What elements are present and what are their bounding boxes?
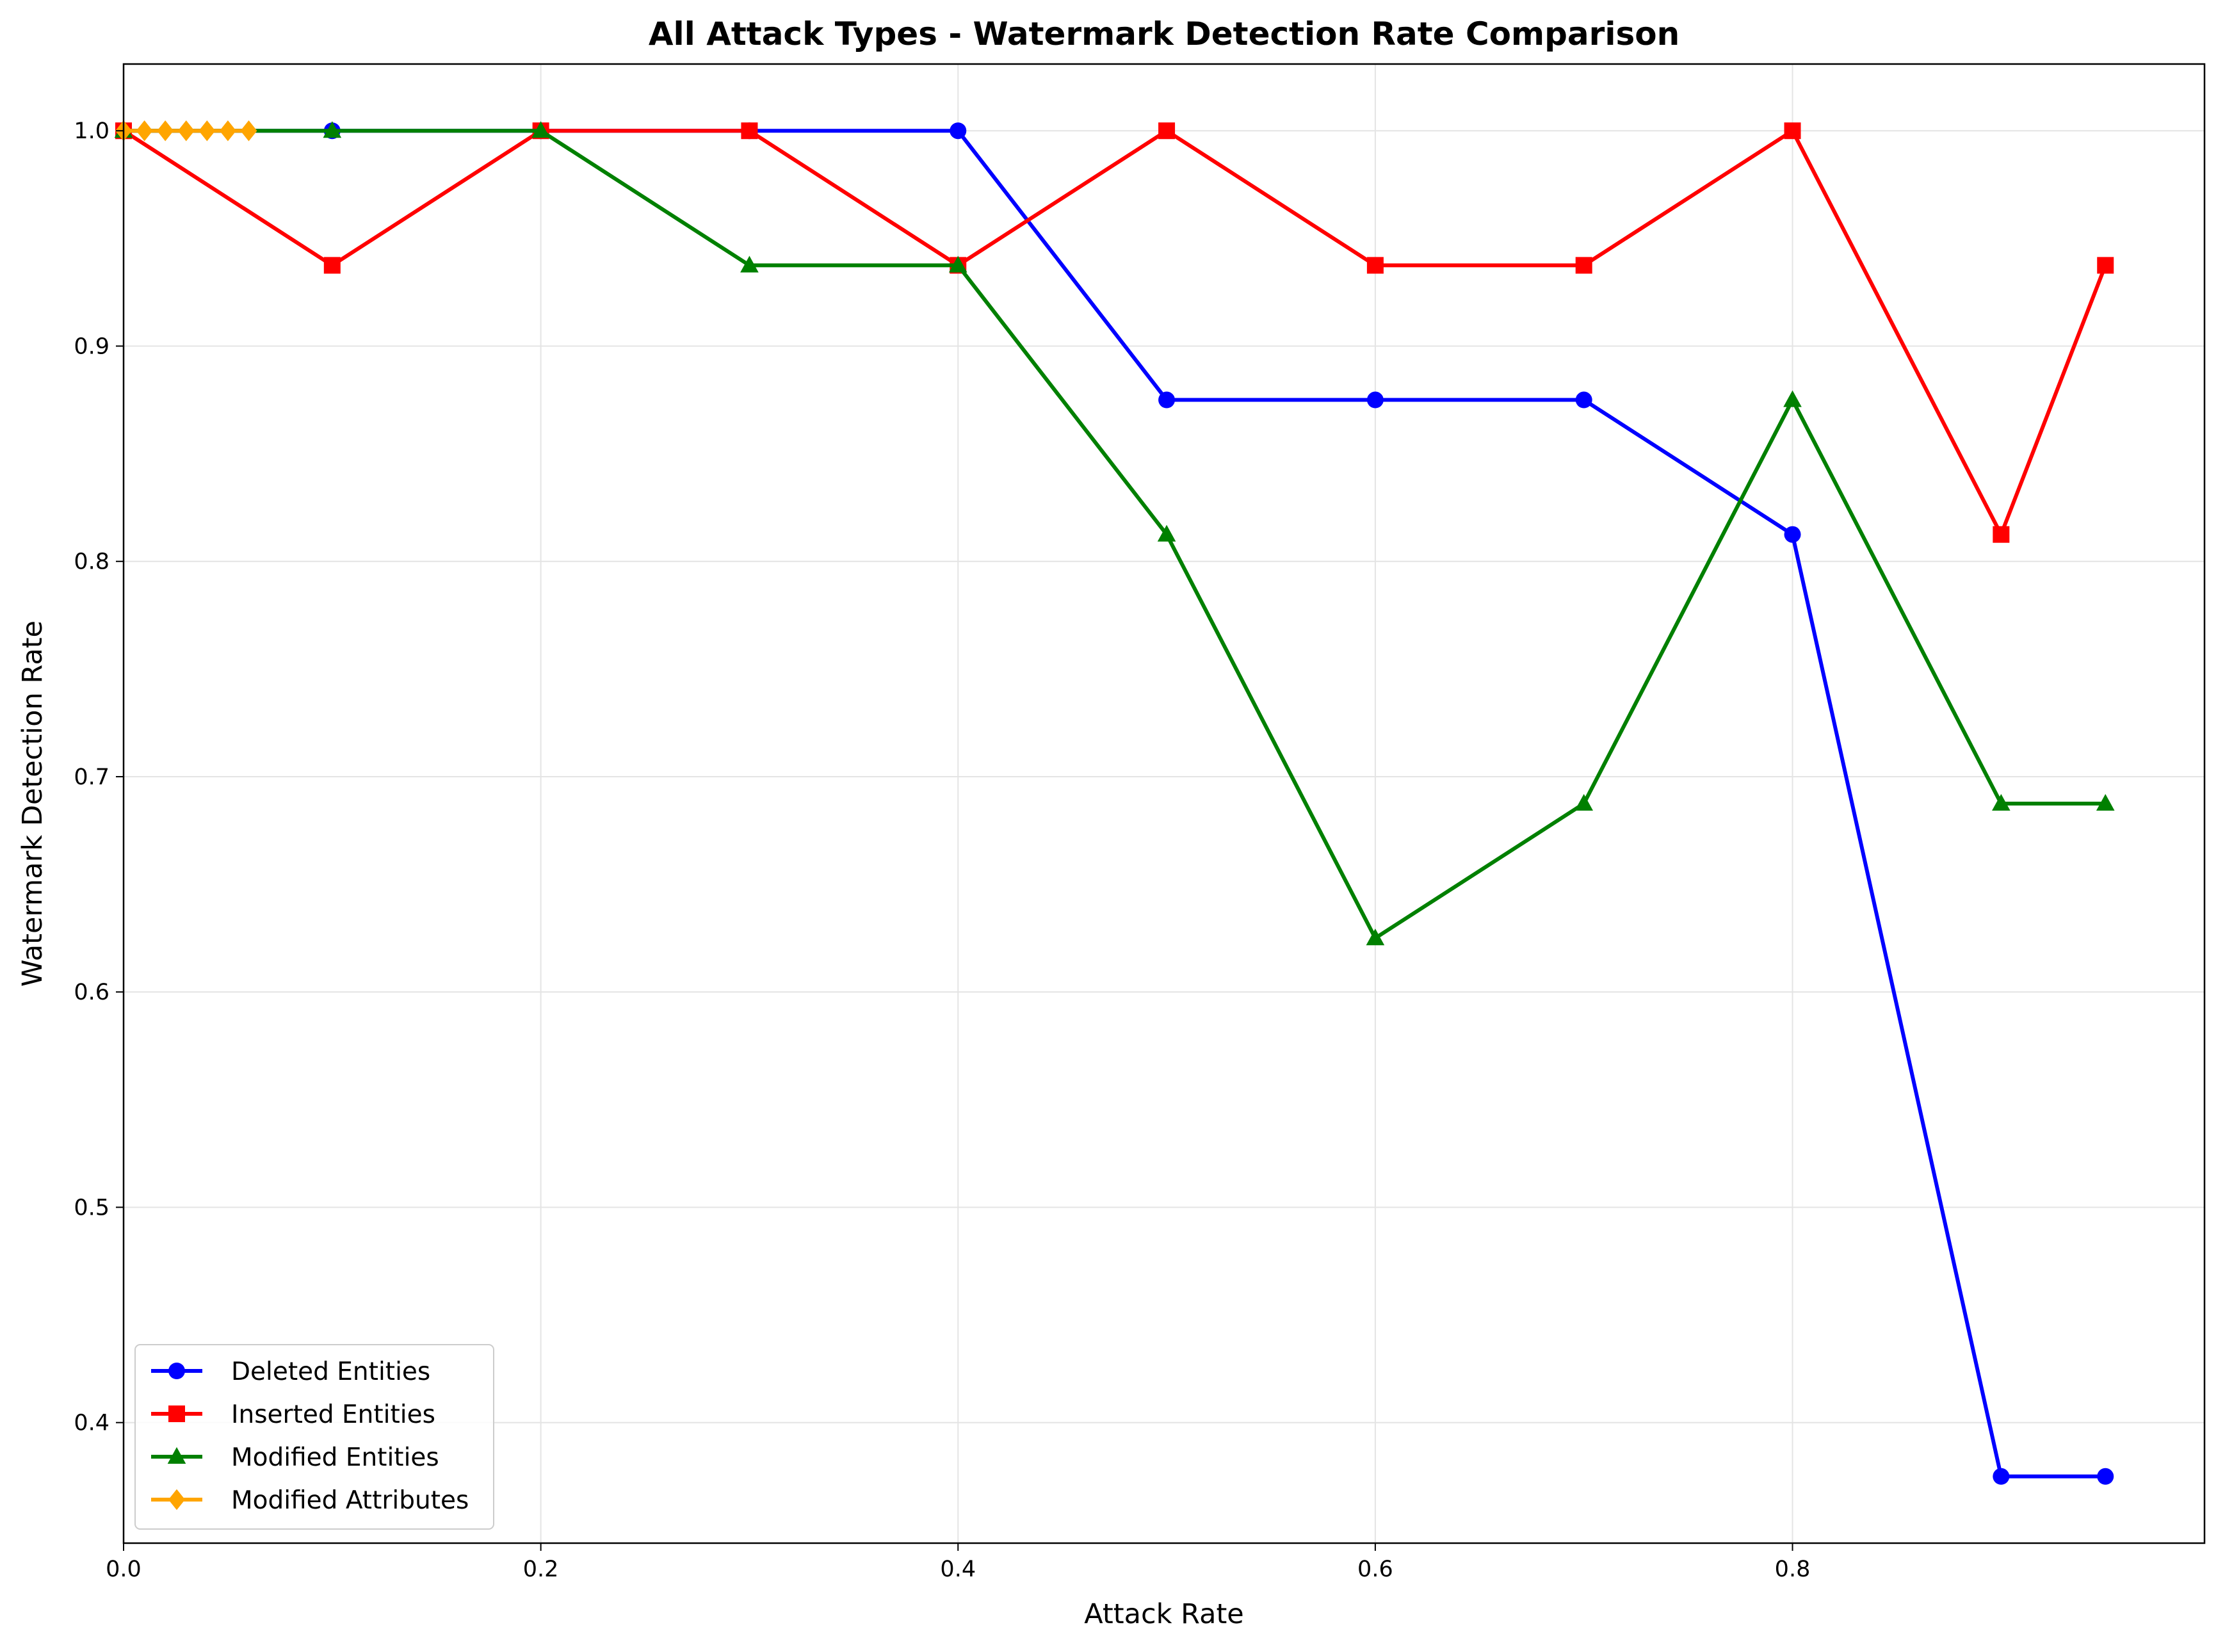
y-tick-label: 0.7 [74,765,109,790]
data-point [1575,257,1592,274]
legend: Deleted Entities Inserted Entities Modifie… [134,1344,494,1530]
data-point [1784,122,1801,140]
axis-ticks: 0.0 0.2 0.4 0.6 0.8 0.4 0.5 0.6 0.7 0.8 0.9 1.0 [74,118,1810,1582]
x-tick-label: 0.6 [1357,1557,1393,1582]
legend-label: Deleted Entities [231,1357,430,1386]
legend-marker [168,1363,185,1379]
data-point [198,120,216,142]
series-2 [114,121,2115,946]
data-point [2097,1468,2114,1485]
data-point [740,255,759,273]
chart-title: All Attack Types - Watermark Detection R… [649,15,1679,53]
series-1 [115,122,2114,543]
data-point [1784,526,1801,543]
y-tick-label: 0.4 [74,1411,109,1436]
data-point [741,122,758,140]
legend-label: Inserted Entities [231,1400,435,1429]
y-tick-label: 0.9 [74,334,109,359]
data-point [157,120,174,142]
data-point [2097,257,2114,274]
data-point [219,120,236,142]
data-point [950,122,967,140]
data-point [1574,794,1594,811]
series-layer [114,120,2115,1485]
x-axis-label: Attack Rate [1084,1598,1244,1630]
y-axis-label: Watermark Detection Rate [17,620,49,987]
x-tick-label: 0.4 [940,1557,976,1582]
series-line [124,129,2106,1478]
data-point [1366,257,1384,274]
data-point [1158,122,1176,140]
legend-entry: Deleted Entities [151,1357,430,1386]
legend-marker [167,1447,186,1464]
series-line [124,129,2106,941]
series-3 [115,120,257,142]
data-point [136,120,153,142]
data-point [531,121,550,138]
data-point [1366,391,1384,409]
data-point [1992,794,2011,811]
series-0 [115,122,2114,1485]
data-point [323,121,342,138]
y-tick-label: 0.8 [74,549,109,575]
legend-label: Modified Entities [231,1443,439,1472]
x-tick-label: 0.2 [523,1557,559,1582]
data-point [1157,524,1176,542]
data-point [948,255,967,273]
data-point [1783,390,1802,407]
data-point [2096,794,2115,811]
data-point [1575,391,1592,409]
x-tick-label: 0.8 [1775,1557,1811,1582]
legend-marker [168,1489,185,1510]
y-tick-label: 1.0 [74,118,109,144]
grid-lines [123,64,2205,1543]
legend-box [134,1344,494,1530]
data-point [1993,1468,2010,1485]
x-tick-label: 0.0 [106,1557,142,1582]
legend-label: Modified Attributes [231,1486,469,1515]
data-point [323,257,341,274]
plot-frame [122,63,2206,1544]
legend-entry: Modified Attributes [151,1486,469,1515]
data-point [177,120,195,142]
y-tick-label: 0.6 [74,980,109,1005]
data-point [1158,391,1176,409]
legend-entry: Modified Entities [151,1443,439,1472]
data-point [240,120,257,142]
data-point [1993,526,2010,543]
legend-marker [168,1405,185,1422]
data-point [1366,928,1385,946]
y-tick-label: 0.5 [74,1195,109,1220]
legend-entry: Inserted Entities [151,1400,435,1429]
